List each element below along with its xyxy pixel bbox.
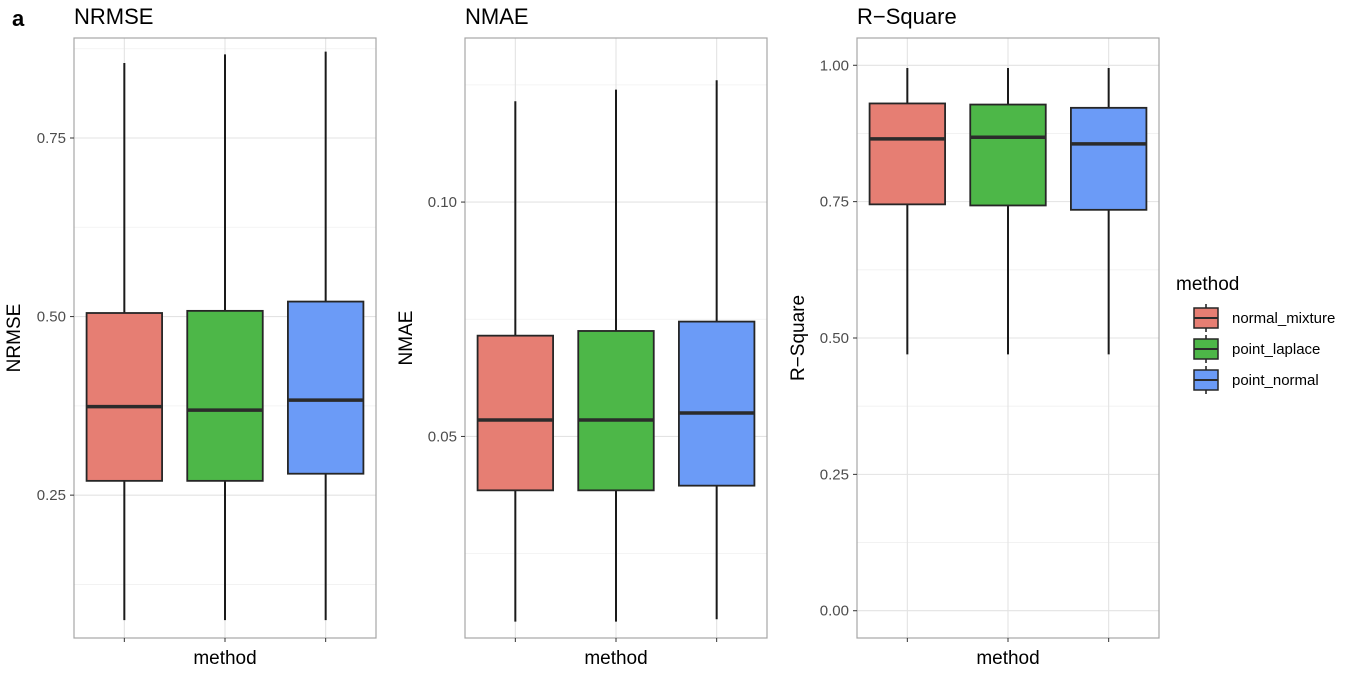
y-tick-label: 0.75: [37, 130, 66, 147]
y-tick-label: 0.25: [37, 487, 66, 504]
y-tick-label: 0.25: [820, 466, 849, 483]
panel-3: 0.00 0.25 0.50 0.75 1.00 R−Square method R−Squa…: [788, 4, 1160, 669]
box-normal_mixture: [476, 101, 554, 622]
y-axis-label: NMAE: [396, 311, 417, 366]
box-point_normal: [1070, 68, 1148, 355]
y-tick-label: 0.50: [37, 309, 66, 326]
box-point_laplace: [577, 89, 655, 622]
box-iqr: [969, 103, 1047, 207]
y-axis-label: R−Square: [788, 295, 809, 381]
legend-entry-normal_mixture: normal_mixture: [1193, 304, 1335, 332]
legend-entry-point_laplace: point_laplace: [1193, 335, 1320, 363]
legend-label: point_laplace: [1232, 341, 1320, 358]
box-iqr: [1070, 106, 1148, 211]
y-tick-label: 0.05: [428, 428, 457, 445]
panel-1: 0.25 0.50 0.75 NRMSE method NRMSE: [4, 4, 377, 669]
box-point_laplace: [969, 68, 1047, 355]
legend-label: point_normal: [1232, 372, 1319, 389]
box-normal_mixture: [85, 63, 163, 621]
y-axis-label: NRMSE: [4, 304, 25, 373]
panel-title: R−Square: [857, 4, 957, 29]
y-tick-label: 0.00: [820, 603, 849, 620]
box-point_normal: [678, 80, 756, 620]
box-iqr: [186, 309, 264, 482]
legend-title: method: [1176, 274, 1239, 295]
box-iqr: [476, 334, 554, 492]
box-point_laplace: [186, 54, 264, 621]
y-tick-label: 0.50: [820, 330, 849, 347]
box-iqr: [868, 102, 946, 206]
panel-2: 0.05 0.10 NMAE method NMAE: [396, 4, 768, 669]
box-normal_mixture: [868, 68, 946, 355]
panel-title: NMAE: [465, 4, 529, 29]
box-iqr: [85, 312, 163, 482]
y-tick-label: 0.75: [820, 194, 849, 211]
legend-label: normal_mixture: [1232, 310, 1335, 327]
x-axis-label: method: [976, 648, 1039, 669]
y-tick-label: 1.00: [820, 57, 849, 74]
panel-tag: a: [12, 6, 25, 31]
x-axis-label: method: [193, 648, 256, 669]
box-point_normal: [287, 51, 365, 621]
legend-entry-point_normal: point_normal: [1193, 366, 1319, 394]
legend: method normal_mixture point_laplace point_…: [1176, 274, 1335, 394]
x-axis-label: method: [584, 648, 647, 669]
panel-title: NRMSE: [74, 4, 153, 29]
box-iqr: [678, 320, 756, 487]
box-iqr: [577, 330, 655, 492]
box-iqr: [287, 300, 365, 475]
panels: 0.25 0.50 0.75 NRMSE method NRMSE 0.05 0.10 NMAE…: [4, 4, 1160, 669]
y-tick-label: 0.10: [428, 194, 457, 211]
